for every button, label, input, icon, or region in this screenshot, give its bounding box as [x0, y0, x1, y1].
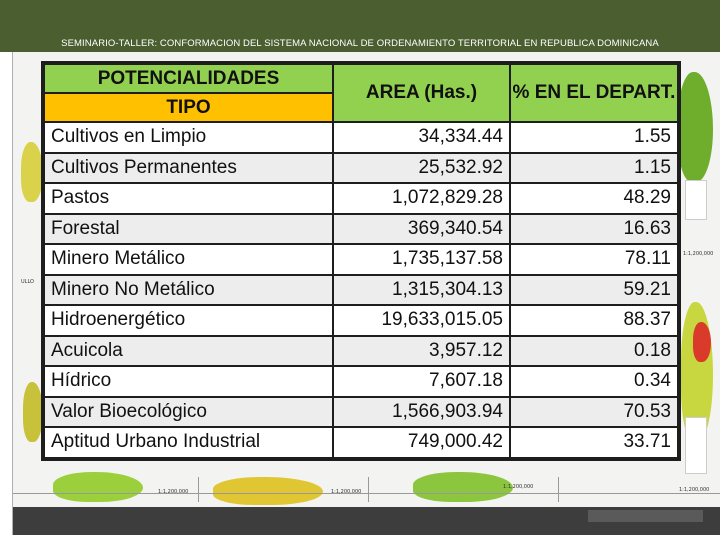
cell-tipo: Cultivos Permanentes	[43, 151, 334, 184]
map-scale-label: 1:1,200,000	[683, 251, 714, 257]
table-row: Acuicola 3,957.12 0.18	[43, 334, 679, 367]
cell-porcentaje: 0.18	[509, 334, 679, 367]
cell-porcentaje: 16.63	[509, 212, 679, 245]
table-row: Aptitud Urbano Industrial 749,000.42 33.…	[43, 426, 679, 459]
table-row: Forestal 369,340.54 16.63	[43, 212, 679, 245]
cell-porcentaje: 48.29	[509, 182, 679, 215]
cell-area: 369,340.54	[332, 212, 511, 245]
map-region-bottom-3	[413, 472, 513, 502]
map-region-left	[21, 142, 43, 202]
cell-porcentaje: 88.37	[509, 304, 679, 337]
table-row: Hidroenergético 19,633,015.05 88.37	[43, 304, 679, 337]
table-row: Pastos 1,072,829.28 48.29	[43, 182, 679, 215]
map-frame-divider	[368, 477, 369, 502]
map-region-bottom-2	[213, 477, 323, 505]
cell-tipo: Forestal	[43, 212, 334, 245]
map-scale-label: 1:1,200,000	[331, 489, 362, 495]
cell-porcentaje: 0.34	[509, 365, 679, 398]
cell-area: 3,957.12	[332, 334, 511, 367]
cell-porcentaje: 1.15	[509, 151, 679, 184]
cell-area: 7,607.18	[332, 365, 511, 398]
map-region-right-1	[678, 72, 713, 182]
map-region-right-3	[693, 322, 711, 362]
cell-area: 1,315,304.13	[332, 273, 511, 306]
cell-area: 25,532.92	[332, 151, 511, 184]
slide-header-bar: SEMINARIO-TALLER: CONFORMACION DEL SISTE…	[0, 0, 720, 52]
map-frame-divider	[558, 477, 559, 502]
cell-porcentaje: 70.53	[509, 395, 679, 428]
slide-title: SEMINARIO-TALLER: CONFORMACION DEL SISTE…	[61, 38, 659, 49]
header-area: AREA (Has.)	[332, 63, 511, 123]
cell-area: 1,072,829.28	[332, 182, 511, 215]
cell-tipo: Pastos	[43, 182, 334, 215]
map-frame-divider	[198, 477, 199, 502]
cell-porcentaje: 33.71	[509, 426, 679, 459]
map-region-bottom-1	[53, 472, 143, 502]
cell-area: 34,334.44	[332, 121, 511, 154]
table-row: Hídrico 7,607.18 0.34	[43, 365, 679, 398]
map-legend	[685, 180, 707, 220]
cell-tipo: Hídrico	[43, 365, 334, 398]
cell-tipo: Acuicola	[43, 334, 334, 367]
cell-tipo: Valor Bioecológico	[43, 395, 334, 428]
cell-area: 1,566,903.94	[332, 395, 511, 428]
table-row: Valor Bioecológico 1,566,903.94 70.53	[43, 395, 679, 428]
header-potencialidades: POTENCIALIDADES	[43, 63, 334, 94]
cell-area: 1,735,137.58	[332, 243, 511, 276]
map-scale-label: 1:1,200,000	[503, 484, 534, 490]
cell-porcentaje: 59.21	[509, 273, 679, 306]
cell-tipo: Minero No Metálico	[43, 273, 334, 306]
header-porcentaje: % EN EL DEPART.	[509, 63, 679, 123]
table-row: Minero Metálico 1,735,137.58 78.11	[43, 243, 679, 276]
map-legend	[685, 417, 707, 474]
cell-tipo: Cultivos en Limpio	[43, 121, 334, 154]
map-side-label: ULLO	[21, 279, 34, 285]
table-row: Cultivos en Limpio 34,334.44 1.55	[43, 121, 679, 154]
cell-area: 19,633,015.05	[332, 304, 511, 337]
cell-tipo: Hidroenergético	[43, 304, 334, 337]
cell-tipo: Aptitud Urbano Industrial	[43, 426, 334, 459]
potencialidades-table: POTENCIALIDADES AREA (Has.) % EN EL DEPA…	[41, 61, 681, 461]
cell-area: 749,000.42	[332, 426, 511, 459]
map-region-left-lower	[23, 382, 43, 442]
cell-porcentaje: 1.55	[509, 121, 679, 154]
map-frame-line	[13, 493, 720, 494]
map-scale-label: 1:1,200,000	[158, 489, 189, 495]
table-row: Cultivos Permanentes 25,532.92 1.15	[43, 151, 679, 184]
map-footer-box	[588, 510, 703, 522]
header-tipo: TIPO	[43, 92, 334, 123]
cell-porcentaje: 78.11	[509, 243, 679, 276]
map-scale-label: 1:1,200,000	[679, 487, 710, 493]
table-row: Minero No Metálico 1,315,304.13 59.21	[43, 273, 679, 306]
cell-tipo: Minero Metálico	[43, 243, 334, 276]
